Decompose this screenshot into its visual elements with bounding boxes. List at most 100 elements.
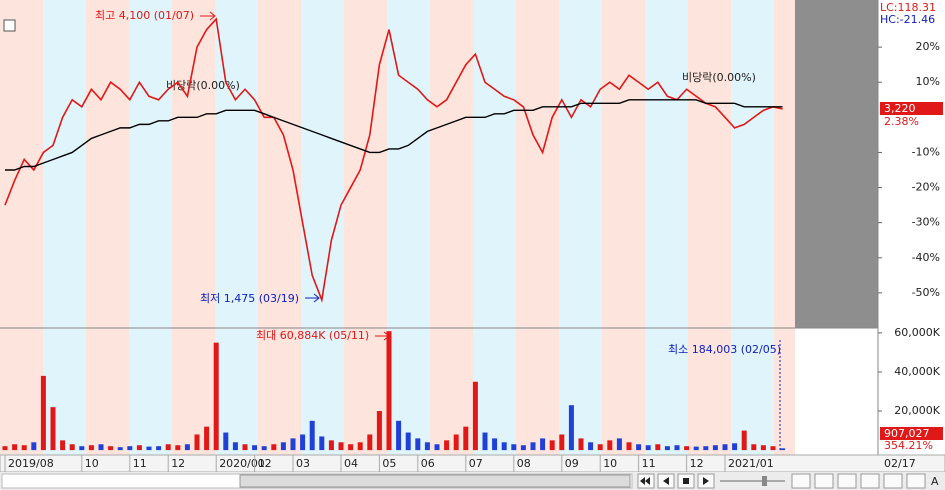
volume-bar xyxy=(741,430,747,451)
y-tick-label: 20% xyxy=(916,40,940,53)
volume-bar xyxy=(232,442,238,451)
volume-bar xyxy=(338,442,344,451)
volume-bar xyxy=(597,444,603,451)
volume-bar xyxy=(204,426,210,451)
ratio-label: 354.21% xyxy=(884,439,933,452)
volume-bar xyxy=(434,444,440,451)
volume-bar xyxy=(626,442,632,451)
scroll-thumb[interactable] xyxy=(239,474,631,488)
x-tick-label: 02 xyxy=(258,457,272,470)
volume-bar xyxy=(213,342,219,451)
volume-bar xyxy=(2,446,8,451)
y-tick-label: 10% xyxy=(916,75,940,88)
volume-bar xyxy=(674,445,680,451)
volume-bar xyxy=(703,446,709,451)
tool-button[interactable] xyxy=(860,473,880,489)
zoom-in[interactable] xyxy=(814,473,834,489)
zoom-handle[interactable] xyxy=(762,476,767,486)
volume-bar xyxy=(540,438,546,451)
volume-bar xyxy=(405,432,411,451)
arrow xyxy=(200,11,216,21)
lc-label: LC:118.31 xyxy=(880,1,936,14)
volume-bar xyxy=(655,444,661,451)
x-tick-label: 06 xyxy=(421,457,435,470)
volume-bar xyxy=(396,420,402,451)
nav-buttons xyxy=(637,473,926,489)
volume-bar xyxy=(127,446,133,451)
volume-bar xyxy=(156,446,162,451)
volume-bar xyxy=(194,434,200,451)
volume-bar xyxy=(444,440,450,451)
volume-bar xyxy=(60,440,66,451)
tool-button[interactable] xyxy=(837,473,857,489)
icon xyxy=(683,478,689,484)
volume-bar xyxy=(242,444,248,451)
y-tick-label: 60,000K xyxy=(894,326,940,339)
volume-bar xyxy=(780,448,786,451)
y-tick-label: 40,000K xyxy=(894,365,940,378)
volume-bar xyxy=(376,411,382,451)
x-tick-label: 12 xyxy=(171,457,185,470)
high-annotation: 최고 4,100 (01/07) xyxy=(95,9,194,22)
flat-annotation: 비당락(0.00%) xyxy=(682,71,756,84)
volume-bar xyxy=(424,442,430,451)
zoom-out[interactable] xyxy=(791,473,811,489)
volume-bar xyxy=(751,444,757,451)
arrow xyxy=(305,293,320,303)
min-annotation: 최소 184,003 (02/05) xyxy=(668,343,781,356)
max-annotation: 최대 60,884K (05/11) xyxy=(256,329,369,342)
volume-bar xyxy=(31,442,37,451)
volume-bar xyxy=(453,434,459,451)
flat-annotation: 비당락(0.00%) xyxy=(166,79,240,92)
price-box xyxy=(880,102,943,115)
y-tick-label: -20% xyxy=(912,181,940,194)
grid-icon[interactable] xyxy=(3,19,16,32)
price-line xyxy=(4,17,783,303)
volume-label: 907,027 xyxy=(884,427,930,440)
y-tick-label: -10% xyxy=(912,145,940,158)
volume-bar xyxy=(165,444,171,451)
price-line xyxy=(5,99,783,171)
x-tick-label: 03 xyxy=(296,457,310,470)
volume-bar xyxy=(482,432,488,451)
volume-bar xyxy=(645,445,651,451)
volume-box xyxy=(880,427,943,440)
y-tick-label: -50% xyxy=(912,286,940,299)
tool-button[interactable] xyxy=(906,473,926,489)
volume-bar xyxy=(732,443,738,451)
font-button[interactable]: A xyxy=(931,475,939,488)
y-tick-label: 20,000K xyxy=(894,404,940,417)
y-tick-label: -30% xyxy=(912,216,940,229)
icon xyxy=(663,477,669,485)
x-tick-label: 2021/01 xyxy=(728,457,774,470)
volume-bar xyxy=(40,375,46,451)
axis-gutter xyxy=(878,0,945,472)
x-tick-label: 04 xyxy=(344,457,358,470)
low-annotation: 최저 1,475 (03/19) xyxy=(200,292,299,305)
y-tick-label: -40% xyxy=(912,251,940,264)
x-tick-label: 08 xyxy=(517,457,531,470)
volume-bar xyxy=(146,446,152,451)
volume-bar xyxy=(559,434,565,451)
volume-bar xyxy=(98,444,104,451)
x-tick-label: 10 xyxy=(85,457,99,470)
volume-bar xyxy=(684,446,690,451)
x-tick-label: 10 xyxy=(603,457,617,470)
volume-bar xyxy=(549,440,555,451)
volume-bar xyxy=(69,444,75,451)
volume-bar xyxy=(415,438,421,451)
volume-bar xyxy=(50,407,56,451)
tool-button[interactable] xyxy=(883,473,903,489)
volume-bar xyxy=(290,438,296,451)
x-tick-label: 12 xyxy=(690,457,704,470)
volume-bar xyxy=(501,442,507,451)
x-tick-label: 2019/08 xyxy=(8,457,54,470)
date-label: 02/17 xyxy=(884,457,916,470)
volume-bar xyxy=(184,444,190,451)
x-tick-label: 11 xyxy=(642,457,656,470)
x-tick-label: 07 xyxy=(469,457,483,470)
volume-bar xyxy=(722,444,728,451)
volume-bar xyxy=(568,405,574,451)
volume-bar xyxy=(463,426,469,451)
